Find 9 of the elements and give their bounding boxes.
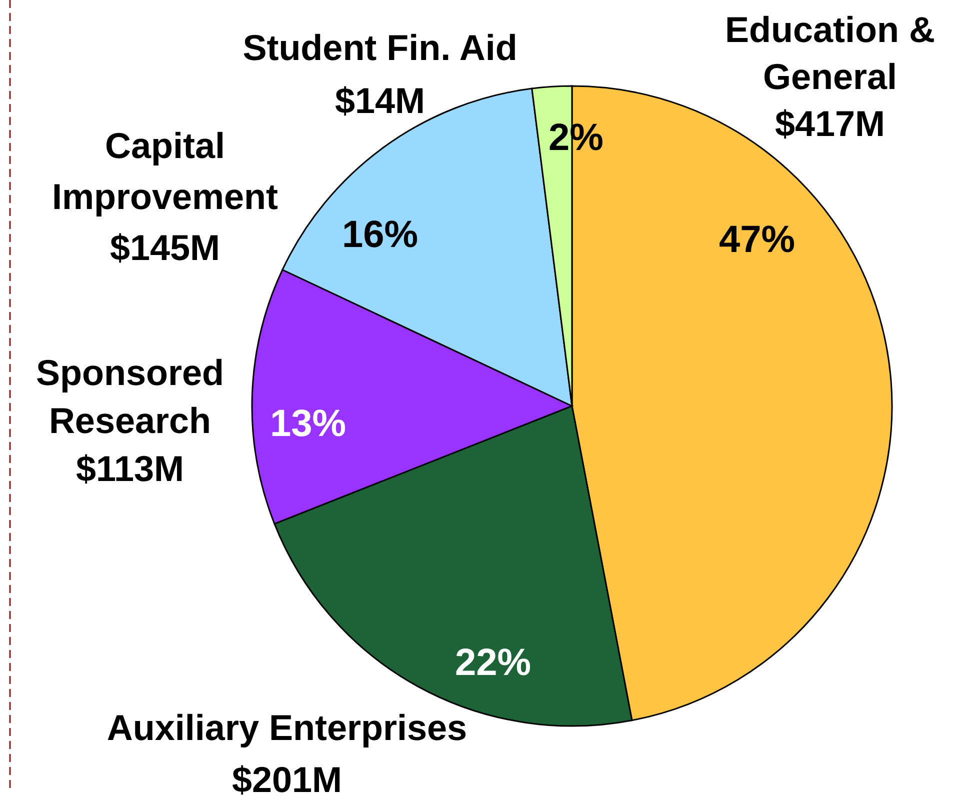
slice-label: Sponsored Research $113M — [36, 352, 224, 489]
slice-label: Education & General $417M — [724, 9, 936, 144]
slice-label: Auxiliary Enterprises $201M — [106, 707, 468, 799]
data-label: 47% — [718, 219, 796, 261]
data-label: 13% — [270, 403, 346, 445]
data-label: 22% — [454, 642, 532, 684]
data-label: 16% — [342, 214, 418, 256]
slice-label: Capital Improvement $145M — [52, 125, 278, 268]
slice-label: Student Fin. Aid $14M — [242, 27, 518, 121]
